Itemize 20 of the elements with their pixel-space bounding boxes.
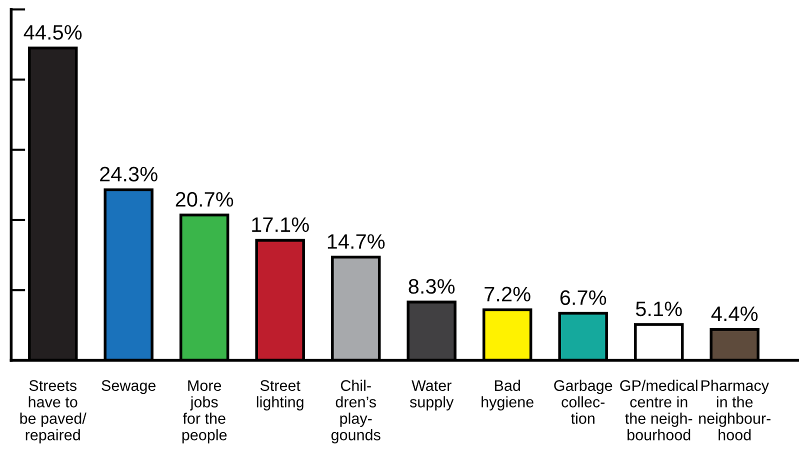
x-tick-label: Water supply xyxy=(410,380,454,410)
x-tick-label: Pharmacy in the neighbour- hood xyxy=(699,380,770,440)
x-tick-label: Street lighting xyxy=(256,380,304,410)
data-label: 20.7% xyxy=(176,192,234,207)
data-label: 5.1% xyxy=(636,302,682,316)
data-label: 24.3% xyxy=(100,166,158,182)
data-label: 14.7% xyxy=(328,234,385,249)
x-tick-label: GP/medical centre in the neigh- bourhood xyxy=(620,380,698,440)
data-label: 17.1% xyxy=(252,217,309,232)
x-tick-label: Streets have to be paved/ repaired xyxy=(20,380,86,444)
data-label: 4.4% xyxy=(711,306,758,322)
data-label: 8.3% xyxy=(408,279,455,294)
x-tick-label: Chil- dren’s play- gounds xyxy=(331,380,380,444)
x-tick-label: Sewage xyxy=(102,380,156,394)
data-label: 44.5% xyxy=(24,25,82,40)
x-tick-label: More jobs for the people xyxy=(182,380,227,444)
data-label: 6.7% xyxy=(560,290,606,306)
x-tick-label: Garbage collec- tion xyxy=(554,380,612,424)
x-tick-label: Bad hygiene xyxy=(482,380,534,410)
data-label: 7.2% xyxy=(484,286,530,302)
